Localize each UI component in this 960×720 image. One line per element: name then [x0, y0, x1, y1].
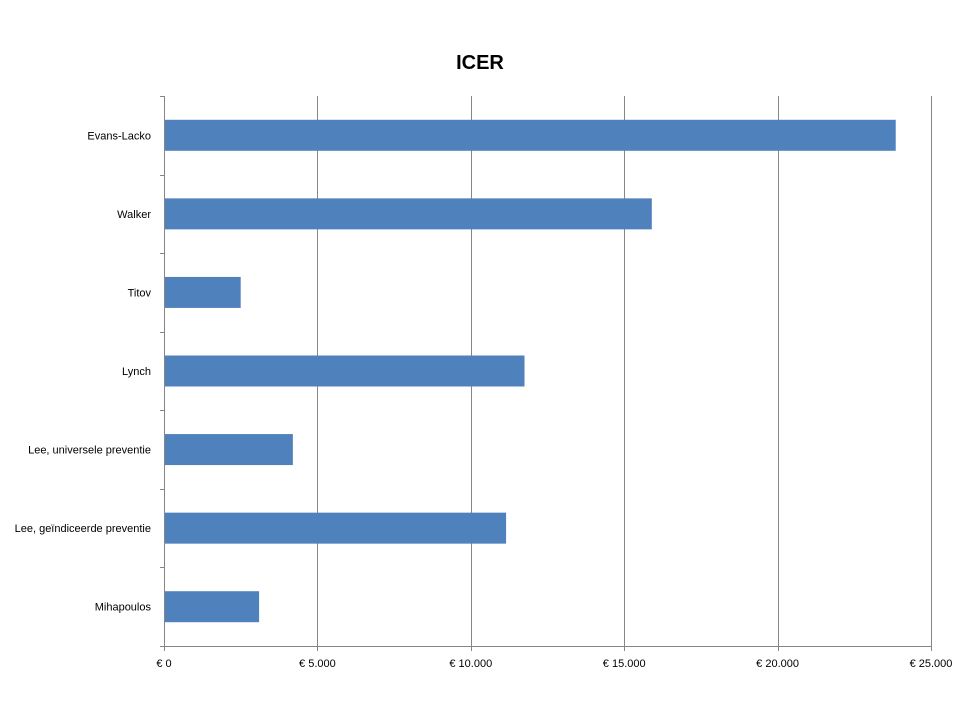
category-label: Lee, universele preventie	[28, 445, 151, 457]
category-label: Mihapoulos	[95, 602, 152, 614]
bar	[164, 591, 260, 623]
bar	[164, 434, 293, 466]
bar	[164, 276, 241, 308]
x-tick-label: € 5.000	[299, 658, 336, 670]
chart-title: ICER	[456, 52, 504, 74]
category-label: Walker	[117, 209, 151, 221]
category-label: Lynch	[122, 366, 151, 378]
bar	[164, 198, 652, 230]
x-tick-label: € 25.000	[910, 658, 953, 670]
x-tick-label: € 0	[156, 658, 171, 670]
x-tick-label: € 15.000	[603, 658, 646, 670]
bar	[164, 355, 525, 387]
category-label: Lee, geïndiceerde preventie	[15, 523, 151, 535]
x-tick-label: € 10.000	[449, 658, 492, 670]
bar	[164, 512, 507, 544]
category-label: Evans-Lacko	[87, 130, 151, 142]
x-tick-label: € 20.000	[756, 658, 799, 670]
bar	[164, 119, 896, 151]
category-label: Titov	[128, 287, 152, 299]
